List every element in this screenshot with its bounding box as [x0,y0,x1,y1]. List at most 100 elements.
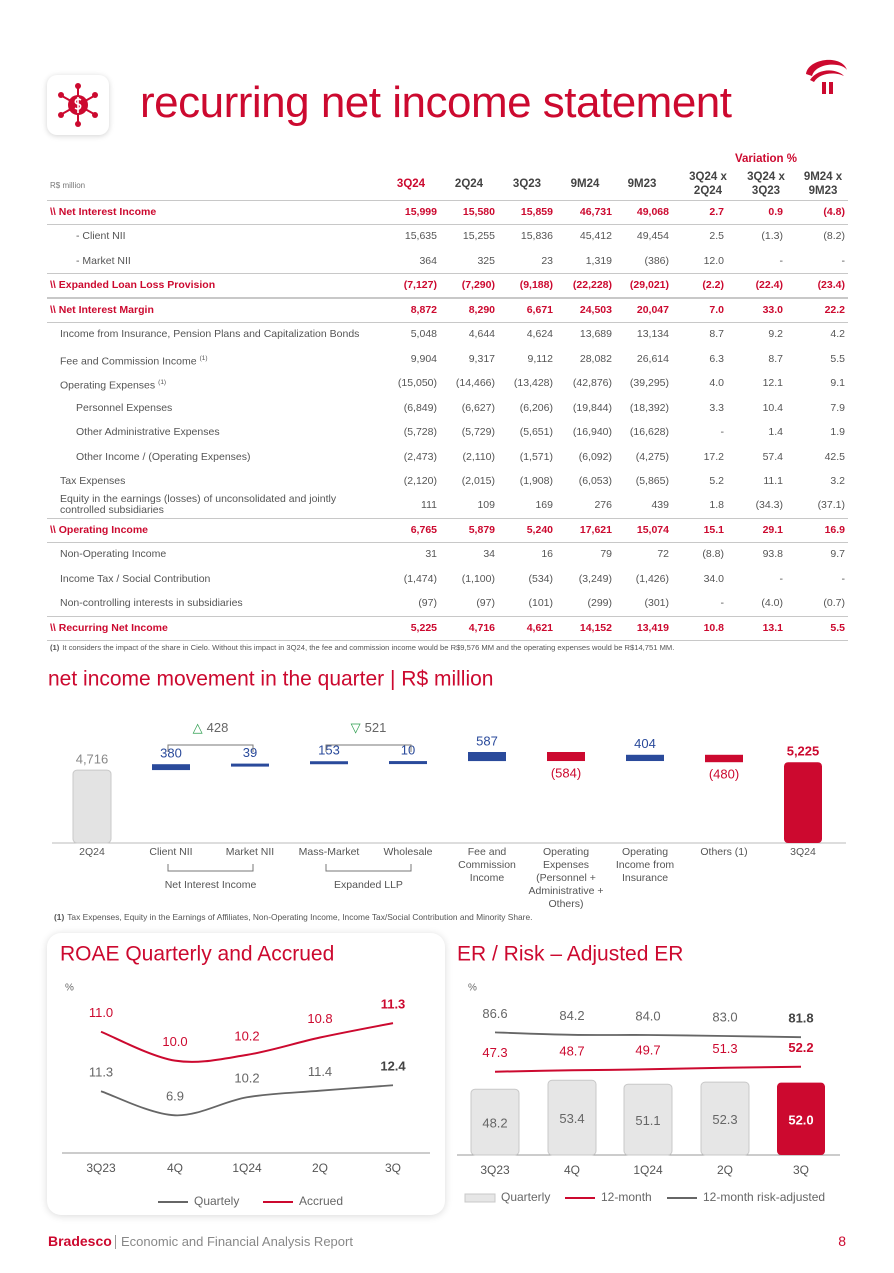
row-note: (1) [199,354,208,362]
value-label: 52.3 [712,1112,737,1127]
table-cell: 4,644 [468,328,495,341]
row-rule [47,541,848,543]
chart-title: ER / Risk – Adjusted ER [457,943,683,966]
column-header: 3Q23 [512,178,542,190]
table-cell: 4.2 [830,328,845,341]
table-unit: R$ million [50,181,86,190]
table-cell: 6,671 [526,303,553,316]
group-bracket [167,744,254,752]
bar [152,764,190,771]
bar [623,1083,673,1156]
chart-title: ROAE Quarterly and Accrued [60,943,334,966]
table-cell: - [720,597,725,610]
x-tick-label: 2Q [717,1163,733,1177]
table-cell: 7.9 [830,401,845,414]
value-label: 11.3 [381,997,406,1012]
table-cell: 5,240 [526,523,553,536]
table-cell: (6,206) [519,401,553,414]
page-number: 8 [838,1233,846,1249]
table-cell: (22,228) [572,279,612,292]
table-cell: 3.3 [709,401,724,414]
table-cell: (1,571) [519,450,553,463]
table-cell: 5.2 [709,474,724,487]
change-marker: △ [193,720,203,735]
table-cell: (1.3) [761,230,783,243]
row-note: (1) [158,379,167,387]
legend-swatch [464,1193,496,1203]
column-header: 3Q24 [396,178,426,190]
value-label: 11.3 [89,1065,113,1080]
table-cell: 13.1 [762,621,783,634]
table-cell: 4,716 [468,621,495,634]
table-cell: 4.0 [709,377,724,390]
table-cell: (7,127) [403,279,437,292]
group-name: Net Interest Income [165,879,257,891]
chart-footnote: (1) Tax Expenses, Equity in the Earnings … [54,912,532,922]
chart-title: net income movement in the quarter | R$ … [48,668,494,691]
table-cell: (534) [528,572,553,585]
table-cell: 17,621 [579,523,612,536]
table-cell: 42.5 [824,450,845,463]
table-cell: 15,859 [520,206,553,218]
bar [705,754,743,763]
table-cell: (18,392) [629,401,669,414]
value-label: 380 [160,746,182,761]
table-cell: 5,225 [410,621,437,634]
row-label: \\ Recurring Net Income [50,621,168,634]
value-label: 81.8 [788,1011,813,1026]
table-cell: (386) [644,254,669,267]
table-cell: (299) [587,597,612,610]
table-cell: (14,466) [455,377,495,390]
value-label: 153 [318,743,340,758]
table-cell: (5,729) [461,426,495,439]
bar [470,1088,520,1156]
table-cell: 5,879 [468,523,495,536]
value-label: 48.7 [559,1044,584,1059]
bar [468,752,506,762]
value-label: (584) [551,765,581,780]
table-cell: 29.1 [762,523,783,536]
y-axis-label: % [468,983,477,994]
row-label: Other Income / (Operating Expenses) [76,450,251,463]
table-cell: 6,765 [410,523,437,536]
row-label: \\ Net Interest Margin [50,303,154,316]
row-label: - Client NII [76,230,126,243]
table-cell: (7,290) [461,279,495,292]
table-cell: (2,120) [403,474,437,487]
table-cell: 364 [419,254,437,267]
table-cell: (5,728) [403,426,437,439]
table-cell: (301) [644,597,669,610]
table-cell: 49,068 [636,206,669,218]
table-cell: 13,134 [636,328,669,341]
table-cell: 276 [594,499,612,512]
value-label: 39 [243,745,257,760]
table-cell: - [720,426,725,439]
row-rule [47,297,848,299]
row-label: Fee and Commission Income (1) [60,354,208,368]
category-label: 2Q24 [79,846,105,858]
x-tick-label: 3Q [793,1163,809,1177]
x-tick-label: 1Q24 [633,1163,663,1177]
bar [700,1081,750,1156]
table-cell: 9.2 [768,328,783,341]
table-cell: 33.0 [762,303,783,316]
line [494,1031,802,1039]
value-label: 11.4 [308,1064,332,1079]
table-cell: (8.2) [823,230,845,243]
variation-header: Variation % [735,153,797,165]
table-cell: 0.9 [768,206,783,218]
group-change: △ 428 [193,720,229,735]
x-tick-label: 3Q [385,1161,401,1175]
column-header: 9M23 [627,178,657,190]
table-cell: 7.0 [709,303,724,316]
table-cell: 10.4 [762,401,783,414]
legend-label: 12-month [601,1190,652,1204]
bar [547,752,585,762]
value-label: 10.2 [234,1071,259,1086]
table-cell: 24,503 [579,303,612,316]
table-cell: 28,082 [579,352,612,365]
value-label: 10 [401,743,415,758]
table-cell: 11.1 [763,474,783,487]
category-label: Operating Income from Insurance [615,846,675,884]
